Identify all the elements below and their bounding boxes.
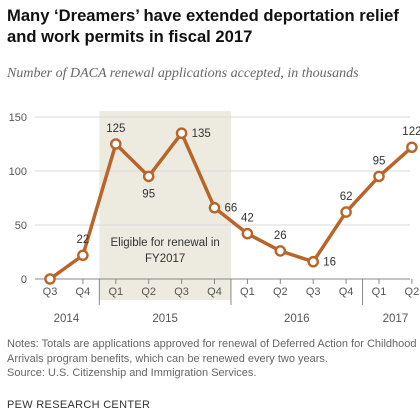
data-point (373, 170, 385, 183)
data-label: 42 (241, 213, 254, 225)
data-point (208, 201, 221, 214)
x-tick-label: Q2 (405, 286, 420, 298)
data-label: 95 (142, 188, 155, 200)
x-tick-label: Q1 (108, 286, 123, 298)
data-label: 66 (225, 203, 238, 215)
x-tick-label: Q2 (273, 286, 288, 298)
x-tick-label: Q2 (141, 286, 156, 298)
line-chart: 0 50 100 150 Q3 Q4 Q1 Q2 Q3 Q4 Q1 Q2 Q3 Q4 Q1 Q2 2014 201… (9, 111, 420, 325)
data-point (274, 245, 287, 257)
chart-subtitle: Number of DACA renewal applications acce… (7, 66, 359, 81)
data-label: 62 (340, 191, 353, 203)
data-point (241, 227, 254, 240)
data-label: 135 (192, 128, 211, 140)
chart-title: Many ‘Dreamers’ have extended deportatio… (7, 6, 399, 46)
chart-notes: Notes: Totals are applications approved … (7, 338, 417, 365)
data-label: 95 (373, 155, 386, 167)
y-tick-label: 100 (9, 166, 27, 178)
data-label: 22 (77, 234, 90, 246)
y-tick-label: 150 (9, 112, 27, 124)
y-tick-label: 0 (21, 274, 27, 286)
year-label: 2017 (383, 313, 409, 325)
data-point (340, 206, 352, 218)
data-point (44, 273, 56, 285)
shaded-region-label: Eligible for renewal in (110, 237, 219, 249)
year-label: 2016 (284, 313, 310, 325)
chart-source: Source: U.S. Citizenship and Immigration… (7, 367, 257, 379)
data-label: 125 (106, 123, 125, 135)
data-point (406, 141, 418, 154)
series-line (48, 131, 414, 281)
data-point (110, 138, 122, 150)
shaded-region-label: FY2017 (145, 253, 185, 265)
publisher-brand: PEW RESEARCH CENTER (7, 399, 151, 411)
x-tick-label: Q3 (43, 286, 58, 298)
year-label: 2014 (54, 313, 80, 325)
x-tick-label: Q1 (240, 286, 255, 298)
x-tick-label: Q4 (339, 286, 354, 298)
y-tick-label: 50 (15, 220, 27, 232)
data-label: 16 (323, 257, 336, 269)
x-tick-label: Q4 (76, 286, 91, 298)
data-point (142, 170, 155, 183)
data-label: 26 (274, 230, 287, 242)
year-label: 2015 (152, 313, 178, 325)
x-tick-label: Q4 (207, 286, 222, 298)
data-point (77, 249, 89, 262)
data-point (175, 127, 188, 139)
data-label: 122 (402, 126, 420, 138)
plot-area: 0 50 100 150 Q3 Q4 Q1 Q2 Q3 Q4 Q1 Q2 Q3 Q4 Q1 Q2 2014 201… (9, 111, 420, 325)
x-tick-label: Q3 (306, 286, 321, 298)
data-point (307, 255, 320, 268)
x-tick-label: Q3 (174, 286, 189, 298)
x-tick-label: Q1 (372, 286, 387, 298)
